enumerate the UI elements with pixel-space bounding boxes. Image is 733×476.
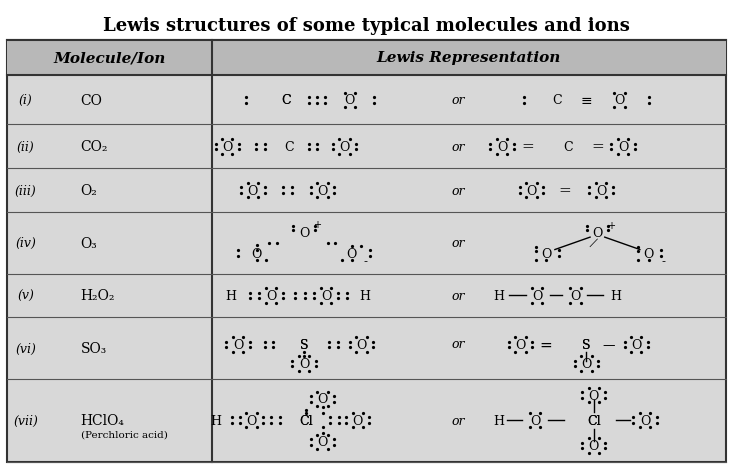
Text: O: O <box>497 140 507 154</box>
Text: O: O <box>321 289 331 302</box>
Text: O: O <box>251 248 262 260</box>
Text: HClO₄: HClO₄ <box>81 413 125 427</box>
FancyBboxPatch shape <box>7 40 726 76</box>
Text: (iii): (iii) <box>15 184 37 197</box>
Text: =: = <box>539 337 553 352</box>
Text: O: O <box>317 184 328 197</box>
Text: Cl: Cl <box>299 414 312 427</box>
Text: H: H <box>493 414 504 427</box>
Text: C: C <box>281 94 291 107</box>
Text: O: O <box>356 338 366 351</box>
Text: or: or <box>452 94 465 107</box>
Text: H: H <box>610 289 622 302</box>
Text: O: O <box>246 414 257 427</box>
Text: O: O <box>644 248 654 260</box>
Text: O: O <box>515 338 526 351</box>
Text: O: O <box>248 184 258 197</box>
Text: SO₃: SO₃ <box>81 341 107 356</box>
Text: O: O <box>631 338 641 351</box>
Text: +: + <box>607 220 614 230</box>
Text: Lewis Representation: Lewis Representation <box>377 51 561 65</box>
Text: O: O <box>339 140 350 154</box>
Text: O: O <box>614 94 625 107</box>
Text: Cl: Cl <box>587 414 600 427</box>
Text: O: O <box>299 357 309 370</box>
Text: O: O <box>581 357 592 370</box>
Text: (vi): (vi) <box>15 342 36 355</box>
Text: S: S <box>582 338 591 351</box>
Text: (Perchloric acid): (Perchloric acid) <box>81 429 168 438</box>
Text: —: — <box>602 338 615 351</box>
Text: Cl: Cl <box>299 414 312 427</box>
Text: S: S <box>300 338 309 351</box>
Text: or: or <box>452 237 465 250</box>
Text: Cl: Cl <box>587 414 600 427</box>
Text: (i): (i) <box>19 94 32 107</box>
Text: O: O <box>532 289 542 302</box>
Text: O: O <box>589 439 599 452</box>
Text: O: O <box>570 289 581 302</box>
Text: -: - <box>363 256 367 266</box>
Text: (iv): (iv) <box>15 237 36 250</box>
Text: O₃: O₃ <box>81 237 97 250</box>
Text: H: H <box>493 289 504 302</box>
Text: or: or <box>452 414 465 427</box>
Text: H₂O₂: H₂O₂ <box>81 289 115 303</box>
Text: S: S <box>300 338 309 351</box>
Text: H: H <box>359 289 371 302</box>
Text: (v): (v) <box>17 289 34 302</box>
Text: O: O <box>530 414 540 427</box>
Text: (vii): (vii) <box>13 414 38 427</box>
Text: -: - <box>661 256 666 266</box>
Text: =: = <box>591 140 604 154</box>
Text: O: O <box>589 389 599 402</box>
Text: or: or <box>452 184 465 197</box>
Text: O: O <box>526 184 537 197</box>
Text: Molecule/Ion: Molecule/Ion <box>54 51 166 65</box>
Text: S: S <box>582 338 591 351</box>
Text: or: or <box>452 289 465 302</box>
Text: +: + <box>314 219 321 229</box>
Text: H: H <box>225 289 237 302</box>
Text: H: H <box>210 414 222 427</box>
FancyBboxPatch shape <box>7 40 726 462</box>
Text: O: O <box>541 248 551 260</box>
Text: O: O <box>345 94 355 107</box>
Text: O: O <box>317 436 328 448</box>
Text: O: O <box>266 289 276 302</box>
Text: O: O <box>592 227 603 239</box>
Text: O: O <box>353 414 363 427</box>
Text: or: or <box>452 140 465 154</box>
Text: (ii): (ii) <box>17 140 34 154</box>
Text: O: O <box>347 248 357 260</box>
Text: O: O <box>233 338 243 351</box>
Text: C: C <box>552 94 562 107</box>
Text: =: = <box>558 184 571 198</box>
Text: O₂: O₂ <box>81 184 97 198</box>
Text: O: O <box>618 140 628 154</box>
Text: O: O <box>299 227 309 239</box>
Text: or: or <box>452 337 465 350</box>
Text: ≡: ≡ <box>581 94 592 108</box>
Text: O: O <box>317 393 328 406</box>
Text: C: C <box>281 94 291 107</box>
Text: Lewis structures of some typical molecules and ions: Lewis structures of some typical molecul… <box>103 17 630 35</box>
Text: C: C <box>284 140 295 154</box>
Text: =: = <box>521 140 534 154</box>
Text: O: O <box>596 184 606 197</box>
Text: C: C <box>563 140 573 154</box>
Text: O: O <box>640 414 650 427</box>
Text: CO₂: CO₂ <box>81 140 108 154</box>
Text: CO: CO <box>81 94 103 108</box>
Text: O: O <box>222 140 232 154</box>
